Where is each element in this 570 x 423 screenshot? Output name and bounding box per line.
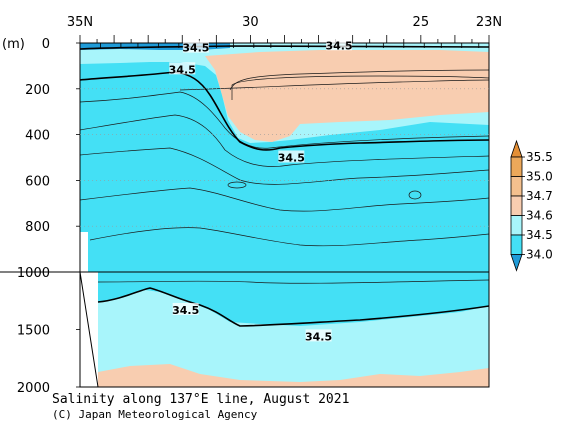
fill-lower-above-34-7 xyxy=(98,364,489,387)
y-grid xyxy=(80,88,489,227)
x-tick-label: 35N xyxy=(67,15,93,30)
colorbar-swatch xyxy=(510,234,523,255)
y-axis-unit: (m) xyxy=(2,37,25,52)
colorbar-label: 34.7 xyxy=(526,189,553,203)
color-scale-bar: 35.5 35.0 34.7 34.6 34.5 34.0 xyxy=(510,139,553,272)
contour-label: 34.5 xyxy=(305,330,332,343)
bottom-profile-line xyxy=(80,272,99,387)
contour-label-bg xyxy=(326,38,353,51)
contour-label-bg xyxy=(169,62,196,75)
fill-north-34-5 xyxy=(80,52,205,60)
contour-label-bg xyxy=(182,40,209,53)
colorbar-swatch xyxy=(510,156,523,177)
colorbar-label: 34.5 xyxy=(526,228,553,242)
x-ticks: 35N 30 25 23N xyxy=(67,15,502,48)
contour-label-bg xyxy=(305,329,332,342)
upper-contours xyxy=(80,69,489,247)
y-tick-label: 0 xyxy=(42,37,50,52)
colorbar-label: 35.0 xyxy=(526,170,553,184)
contour-label-bg xyxy=(172,302,199,315)
contour-label: 34.5 xyxy=(325,39,352,52)
chart-title: Salinity along 137°E line, August 2021 xyxy=(52,392,349,407)
contour-label: 34.5 xyxy=(182,42,209,55)
y-tick-label: 1000 xyxy=(17,266,50,281)
y-tick-label: 600 xyxy=(25,174,50,189)
y-tick-label: 200 xyxy=(25,83,50,98)
colorbar-bottom-arrow xyxy=(510,254,523,272)
colorbar-top-arrow xyxy=(510,139,523,158)
contour-label: 34.5 xyxy=(278,152,305,165)
colorbar-swatch xyxy=(510,195,523,216)
contour-label-bg xyxy=(278,150,305,163)
y-ticks: 0 200 400 600 800 1000 1500 2000 xyxy=(17,37,80,396)
y-tick-label: 1500 xyxy=(17,324,50,339)
chart-credit: (C) Japan Meteorological Agency xyxy=(52,408,258,421)
y-tick-label: 400 xyxy=(25,129,50,144)
x-tick-label: 23N xyxy=(476,15,502,30)
lower-contours xyxy=(97,279,489,327)
y-tick-label: 800 xyxy=(25,220,50,235)
colorbar-swatch xyxy=(510,215,523,236)
x-tick-label: 30 xyxy=(242,15,259,30)
x-tick-label: 25 xyxy=(413,15,430,30)
y-tick-label: 2000 xyxy=(17,381,50,396)
contour-labels: 34.5 34.5 34.5 34.5 34.5 34.5 xyxy=(169,38,353,343)
contour-label: 34.5 xyxy=(172,304,199,317)
fill-above-34-7 xyxy=(205,50,489,142)
colorbar-label: 35.5 xyxy=(526,150,553,164)
upper-blank-strip xyxy=(80,232,88,272)
colorbar-label: 34.0 xyxy=(526,248,553,262)
lower-panel-fill xyxy=(80,272,489,387)
contour-label: 34.5 xyxy=(169,63,196,76)
colorbar-swatch xyxy=(510,176,523,197)
colorbar-label: 34.6 xyxy=(526,209,553,223)
